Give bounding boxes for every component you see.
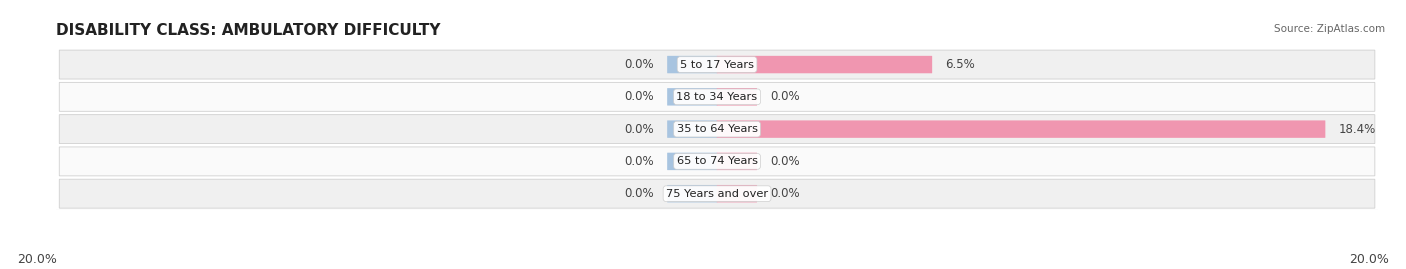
FancyBboxPatch shape xyxy=(717,153,756,170)
FancyBboxPatch shape xyxy=(717,88,756,105)
FancyBboxPatch shape xyxy=(59,50,1375,79)
Text: 18 to 34 Years: 18 to 34 Years xyxy=(676,92,758,102)
Text: 0.0%: 0.0% xyxy=(624,123,654,136)
FancyBboxPatch shape xyxy=(717,185,756,202)
FancyBboxPatch shape xyxy=(668,88,717,105)
Text: 35 to 64 Years: 35 to 64 Years xyxy=(676,124,758,134)
FancyBboxPatch shape xyxy=(59,115,1375,144)
Text: 0.0%: 0.0% xyxy=(770,187,800,200)
FancyBboxPatch shape xyxy=(717,121,1326,138)
Text: DISABILITY CLASS: AMBULATORY DIFFICULTY: DISABILITY CLASS: AMBULATORY DIFFICULTY xyxy=(56,23,440,38)
FancyBboxPatch shape xyxy=(668,121,717,138)
Text: 0.0%: 0.0% xyxy=(624,90,654,103)
FancyBboxPatch shape xyxy=(717,56,932,73)
Text: Source: ZipAtlas.com: Source: ZipAtlas.com xyxy=(1274,24,1385,34)
Text: 0.0%: 0.0% xyxy=(770,90,800,103)
FancyBboxPatch shape xyxy=(59,147,1375,176)
Text: 20.0%: 20.0% xyxy=(1350,253,1389,266)
FancyBboxPatch shape xyxy=(59,179,1375,208)
Text: 20.0%: 20.0% xyxy=(17,253,56,266)
Text: 0.0%: 0.0% xyxy=(624,58,654,71)
Text: 0.0%: 0.0% xyxy=(624,187,654,200)
Text: 75 Years and over: 75 Years and over xyxy=(666,189,768,199)
Legend: Male, Female: Male, Female xyxy=(654,264,780,269)
Text: 5 to 17 Years: 5 to 17 Years xyxy=(681,59,754,70)
Text: 0.0%: 0.0% xyxy=(624,155,654,168)
Text: 65 to 74 Years: 65 to 74 Years xyxy=(676,156,758,167)
FancyBboxPatch shape xyxy=(668,153,717,170)
FancyBboxPatch shape xyxy=(59,82,1375,111)
FancyBboxPatch shape xyxy=(668,56,717,73)
Text: 6.5%: 6.5% xyxy=(945,58,974,71)
Text: 0.0%: 0.0% xyxy=(770,155,800,168)
FancyBboxPatch shape xyxy=(668,185,717,202)
Text: 18.4%: 18.4% xyxy=(1339,123,1375,136)
